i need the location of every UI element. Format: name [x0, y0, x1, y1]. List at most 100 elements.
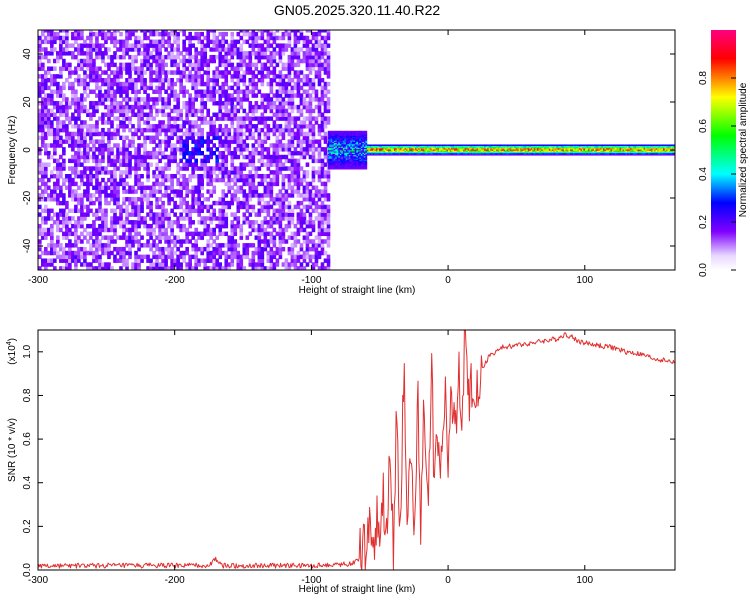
spectrogram-cell — [263, 47, 268, 52]
spectrogram-cell — [62, 108, 66, 114]
spectrogram-cell — [86, 185, 90, 190]
spectrogram-cell — [203, 223, 208, 229]
spectrogram-cell — [137, 108, 141, 114]
spectrogram-cell — [227, 116, 232, 121]
spectrogram-cell — [290, 250, 295, 256]
spectrogram-cell — [164, 143, 168, 148]
spectrogram-cell — [345, 135, 348, 138]
spectrogram-cell — [41, 116, 45, 121]
spectrogram-cell — [227, 58, 232, 64]
spectrogram-cell — [260, 239, 265, 244]
spectrogram-cell — [95, 31, 99, 37]
spectrogram-cell — [116, 200, 120, 206]
spectrogram-cell — [354, 158, 357, 160]
spectrogram-cell — [161, 78, 165, 83]
spectrogram-cell — [269, 85, 274, 91]
spectrogram-cell — [360, 141, 363, 144]
spectrogram-cell — [203, 154, 208, 160]
spectrogram-cell — [227, 70, 232, 75]
spectrogram-cell — [89, 181, 93, 187]
spectrogram-cell — [212, 266, 217, 270]
spectrogram-cell — [137, 197, 141, 202]
spectrogram-cell — [59, 139, 63, 144]
spectrogram-cell — [354, 165, 357, 168]
spectrogram-cell — [347, 159, 350, 162]
spectrogram-cell — [182, 150, 186, 156]
spectrogram-cell — [341, 160, 344, 163]
spectrogram-cell — [125, 70, 129, 75]
spectrogram-cell — [221, 35, 226, 41]
spectrogram-cell — [308, 101, 313, 106]
spectrogram-cell — [230, 97, 235, 102]
spectrogram-cell — [351, 134, 354, 136]
spectrogram-cell — [239, 139, 244, 144]
spectrogram-cell — [206, 250, 211, 256]
spectrogram-cell — [278, 223, 283, 229]
spectrogram-cell — [338, 130, 341, 133]
spectrogram-cell — [254, 250, 259, 256]
spectrogram-cell — [287, 62, 292, 68]
spectrogram-cell — [47, 58, 51, 64]
spectrogram-cell — [359, 135, 362, 138]
spectrogram-cell — [308, 200, 313, 206]
spectrogram-cell — [330, 145, 333, 147]
spectrogram-cell — [161, 154, 165, 160]
spectrogram-cell — [212, 89, 217, 94]
spectrogram-cell — [47, 39, 51, 45]
spectrogram-cell — [215, 174, 220, 179]
spectrogram-cell — [218, 70, 223, 75]
spectrogram-cell — [320, 54, 325, 60]
spectrogram-cell — [369, 144, 372, 146]
spectrogram-cell — [296, 266, 301, 270]
spectrogram-cell — [248, 131, 253, 137]
spectrogram-cell — [302, 39, 307, 45]
spectrogram-cell — [200, 185, 205, 190]
spectrogram-cell — [269, 231, 274, 237]
spectrogram-cell — [56, 235, 60, 240]
spectrogram-cell — [357, 133, 360, 135]
spectrogram-cell — [164, 74, 168, 79]
spectrogram-cell — [239, 166, 244, 171]
spectrogram-cell — [266, 189, 271, 194]
spectrogram-cell — [323, 154, 328, 160]
spectrogram-cell — [110, 85, 114, 91]
spectrogram-cell — [170, 154, 174, 160]
spectrogram-cell — [356, 145, 359, 147]
spectrogram-cell — [356, 138, 359, 140]
spectrogram-cell — [260, 35, 265, 41]
spectrogram-cell — [98, 166, 102, 171]
spectrogram-cell — [278, 246, 283, 252]
spectrogram-cell — [330, 159, 333, 162]
spectrogram-cell — [125, 227, 129, 233]
spectrogram-cell — [351, 140, 354, 142]
spectrogram-cell — [245, 147, 250, 152]
spectrogram-cell — [351, 132, 354, 134]
spectrogram-cell — [167, 135, 171, 141]
spectrogram-cell — [311, 246, 316, 252]
spectrogram-cell — [74, 120, 78, 125]
spectrogram-cell — [233, 246, 238, 252]
spectrogram-cell — [44, 81, 48, 87]
spectrogram-cell — [71, 166, 75, 171]
spectrogram-cell — [206, 254, 211, 260]
spectrogram-cell — [155, 246, 159, 252]
spectrogram-cell — [251, 43, 256, 48]
spectrogram-cell — [351, 168, 354, 170]
spectrogram-cell — [212, 78, 217, 83]
spectrogram-cell — [71, 189, 75, 194]
spectrogram-cell — [365, 160, 368, 163]
spectrogram-cell — [203, 258, 208, 263]
spectrogram-cell — [98, 266, 102, 270]
spectrogram-cell — [92, 58, 96, 64]
spectrogram-cell — [44, 250, 48, 256]
spectrogram-cell — [80, 139, 84, 144]
spectrogram-cell — [332, 150, 335, 152]
spectrogram-cell — [50, 47, 54, 52]
spectrogram-cell — [194, 124, 198, 129]
spectrogram-cell — [95, 108, 99, 114]
spectrogram-cell — [122, 127, 126, 133]
spectrogram-cell — [359, 154, 362, 157]
spectrogram-cell — [116, 250, 120, 256]
spectrogram-cell — [191, 120, 195, 125]
spectrogram-cell — [176, 70, 180, 75]
